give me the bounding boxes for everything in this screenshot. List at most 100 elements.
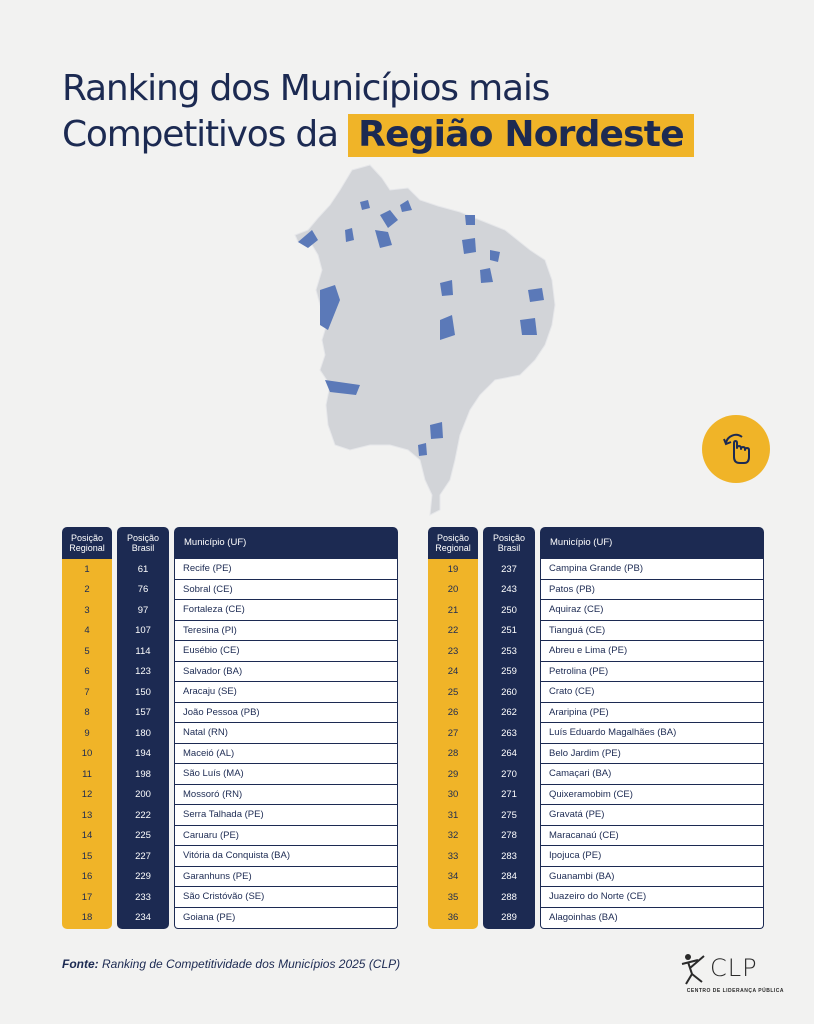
municipio-name: Campina Grande (PB) (541, 559, 763, 580)
brasil-position: 243 (501, 584, 517, 596)
ranking-table-right: Posição Regional Posição Brasil Municípi… (428, 527, 764, 929)
title-line-1: Ranking dos Municípios mais (62, 68, 550, 109)
brasil-position: 225 (135, 830, 151, 842)
municipio-name: Araripina (PE) (541, 703, 763, 723)
table-header: Posição Regional Posição Brasil Municípi… (62, 527, 398, 559)
brasil-position: 270 (501, 768, 517, 780)
source-text: Ranking de Competitividade dos Município… (98, 957, 401, 971)
municipio-name: Vitória da Conquista (BA) (175, 846, 397, 867)
regional-position: 18 (81, 912, 93, 924)
brasil-position: 264 (501, 748, 517, 760)
source-label: Fonte: (62, 957, 99, 971)
municipio-name: Salvador (BA) (175, 662, 397, 682)
regional-position: 17 (81, 891, 93, 903)
logo-subtitle: CENTRO DE LIDERANÇA PÚBLICA (686, 988, 784, 994)
map-highlighted-municipalities (298, 200, 544, 456)
brasil-position: 222 (135, 809, 151, 821)
regional-position: 35 (447, 891, 459, 903)
brasil-position: 229 (135, 871, 151, 883)
column-municipio: Recife (PE) Sobral (CE) Fortaleza (CE) Tere… (174, 559, 398, 929)
regional-position: 24 (447, 666, 459, 678)
header-posicao-brasil: Posição Brasil (117, 527, 169, 559)
column-regional: 19 20 21 22 23 24 25 26 27 28 29 30 31 32 33 34 35 36 (428, 559, 478, 929)
regional-position: 2 (84, 584, 90, 596)
municipio-name: Mossoró (RN) (175, 785, 397, 805)
regional-position: 20 (447, 584, 459, 596)
title-line-2: Competitivos da Região Nordeste (62, 112, 762, 158)
clp-logo: CLP CENTRO DE LIDERANÇA PÚBLICA (672, 952, 784, 998)
title-highlight: Região Nordeste (348, 114, 694, 157)
municipio-name: Ipojuca (PE) (541, 846, 763, 867)
regional-position: 3 (84, 604, 90, 616)
column-municipio: Campina Grande (PB) Patos (PB) Aquiraz (CE… (540, 559, 764, 929)
municipio-name: Gravatá (PE) (541, 805, 763, 826)
regional-position: 14 (81, 830, 93, 842)
municipio-name: Petrolina (PE) (541, 662, 763, 682)
regional-position: 32 (447, 830, 459, 842)
regional-position: 6 (84, 666, 90, 678)
brasil-position: 237 (501, 563, 517, 575)
header-posicao-regional: Posição Regional (62, 527, 112, 559)
municipio-name: Natal (RN) (175, 723, 397, 744)
regional-position: 10 (81, 748, 93, 760)
municipio-name: Aquiraz (CE) (541, 600, 763, 621)
municipio-name: Alagoinhas (BA) (549, 912, 618, 924)
brasil-position: 289 (501, 912, 517, 924)
regional-position: 36 (447, 912, 459, 924)
header-municipio: Município (UF) (540, 527, 764, 559)
brasil-position: 288 (501, 891, 517, 903)
regional-position: 15 (81, 850, 93, 862)
brasil-position: 271 (501, 789, 517, 801)
regional-position: 25 (447, 686, 459, 698)
brasil-position: 180 (135, 727, 151, 739)
header-municipio: Município (UF) (174, 527, 398, 559)
brasil-position: 114 (135, 645, 151, 657)
regional-position: 4 (84, 625, 90, 637)
brasil-position: 227 (135, 850, 151, 862)
regional-position: 23 (447, 645, 459, 657)
column-regional: 1 2 3 4 5 6 7 8 9 10 11 12 13 14 15 16 17 18 (62, 559, 112, 929)
brasil-position: 234 (135, 912, 151, 924)
table-header: Posição Regional Posição Brasil Municípi… (428, 527, 764, 559)
municipio-name: Quixeramobim (CE) (541, 785, 763, 805)
regional-position: 27 (447, 727, 459, 739)
municipio-name: Camaçari (BA) (541, 764, 763, 785)
municipio-name: Maracanaú (CE) (541, 826, 763, 846)
brasil-position: 259 (501, 666, 517, 678)
column-brasil: 237 243 250 251 253 259 260 262 263 264 270 271 275 2… (483, 559, 535, 929)
brasil-position: 262 (501, 707, 517, 719)
regional-position: 7 (84, 686, 90, 698)
brasil-position: 123 (135, 666, 151, 678)
nordeste-map (294, 164, 556, 516)
title-line-2-prefix: Competitivos da (62, 114, 349, 155)
regional-position: 8 (84, 707, 90, 719)
municipio-name: Crato (CE) (541, 682, 763, 703)
municipio-name: Maceió (AL) (175, 744, 397, 764)
ranking-table-left: Posição Regional Posição Brasil Municípi… (62, 527, 398, 929)
brasil-position: 157 (135, 707, 151, 719)
regional-position: 28 (447, 748, 459, 760)
regional-position: 30 (447, 789, 459, 801)
regional-position: 29 (447, 768, 459, 780)
source-note: Fonte: Ranking de Competitividade dos Mu… (62, 957, 400, 971)
header-posicao-brasil: Posição Brasil (483, 527, 535, 559)
municipio-name: São Luís (MA) (175, 764, 397, 785)
brasil-position: 76 (137, 584, 149, 596)
municipio-name: Caruaru (PE) (175, 826, 397, 846)
page-title: Ranking dos Municípios mais Competitivos… (62, 66, 762, 158)
regional-position: 12 (81, 789, 93, 801)
regional-position: 19 (447, 563, 459, 575)
municipio-name: Guanambi (BA) (541, 867, 763, 887)
municipio-name: Recife (PE) (175, 559, 397, 580)
brasil-position: 194 (135, 748, 151, 760)
regional-position: 13 (81, 809, 93, 821)
municipio-name: Teresina (PI) (175, 621, 397, 641)
swipe-hint-button[interactable] (702, 415, 770, 483)
brasil-position: 278 (501, 830, 517, 842)
header-posicao-regional: Posição Regional (428, 527, 478, 559)
brasil-position: 198 (135, 768, 151, 780)
regional-position: 5 (84, 645, 90, 657)
brasil-position: 275 (501, 809, 517, 821)
regional-position: 21 (447, 604, 459, 616)
brasil-position: 284 (501, 871, 517, 883)
